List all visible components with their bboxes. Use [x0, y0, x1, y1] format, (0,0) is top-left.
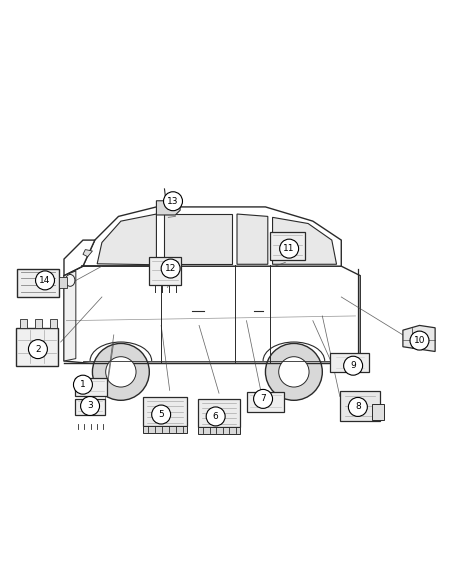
Bar: [35, 319, 42, 328]
Text: 10: 10: [414, 336, 425, 345]
Circle shape: [348, 397, 367, 416]
Polygon shape: [273, 217, 337, 264]
Polygon shape: [237, 214, 268, 264]
Circle shape: [92, 343, 149, 400]
Bar: [149, 257, 181, 285]
Bar: [340, 390, 380, 421]
Text: 1: 1: [80, 380, 86, 389]
Circle shape: [81, 397, 100, 416]
Text: 2: 2: [35, 344, 41, 354]
Circle shape: [36, 271, 55, 290]
Bar: [16, 328, 58, 366]
Bar: [143, 397, 187, 427]
Circle shape: [410, 331, 429, 350]
Bar: [50, 319, 57, 328]
Polygon shape: [83, 207, 341, 266]
Bar: [247, 392, 284, 412]
Text: 8: 8: [355, 402, 361, 412]
Polygon shape: [164, 214, 232, 264]
Text: 3: 3: [87, 401, 93, 411]
Polygon shape: [64, 271, 76, 361]
Circle shape: [254, 389, 273, 408]
Bar: [198, 399, 240, 427]
Text: 5: 5: [158, 410, 164, 419]
Circle shape: [73, 375, 92, 394]
Circle shape: [279, 356, 309, 387]
Text: 13: 13: [167, 197, 179, 206]
Circle shape: [106, 356, 136, 387]
Bar: [330, 353, 369, 372]
Circle shape: [344, 356, 363, 375]
Polygon shape: [97, 214, 156, 264]
Text: 12: 12: [165, 264, 176, 273]
Bar: [59, 277, 67, 289]
Text: 11: 11: [283, 244, 295, 253]
Bar: [198, 427, 240, 435]
Text: 9: 9: [350, 361, 356, 370]
Ellipse shape: [65, 274, 75, 286]
Text: 6: 6: [213, 412, 219, 421]
Polygon shape: [64, 266, 360, 363]
Circle shape: [161, 259, 180, 278]
Polygon shape: [64, 240, 95, 275]
Bar: [75, 398, 105, 415]
Circle shape: [265, 343, 322, 400]
Bar: [75, 378, 107, 396]
Bar: [20, 319, 27, 328]
Polygon shape: [156, 201, 180, 215]
Circle shape: [280, 239, 299, 258]
Circle shape: [164, 191, 182, 210]
Bar: [17, 269, 59, 297]
Circle shape: [206, 407, 225, 426]
Circle shape: [28, 340, 47, 359]
Text: 7: 7: [260, 394, 266, 404]
Bar: [372, 404, 384, 420]
Text: 14: 14: [39, 276, 51, 285]
Bar: [270, 232, 305, 260]
Polygon shape: [403, 325, 435, 351]
Circle shape: [152, 405, 171, 424]
Polygon shape: [83, 250, 92, 256]
Bar: [143, 427, 187, 434]
